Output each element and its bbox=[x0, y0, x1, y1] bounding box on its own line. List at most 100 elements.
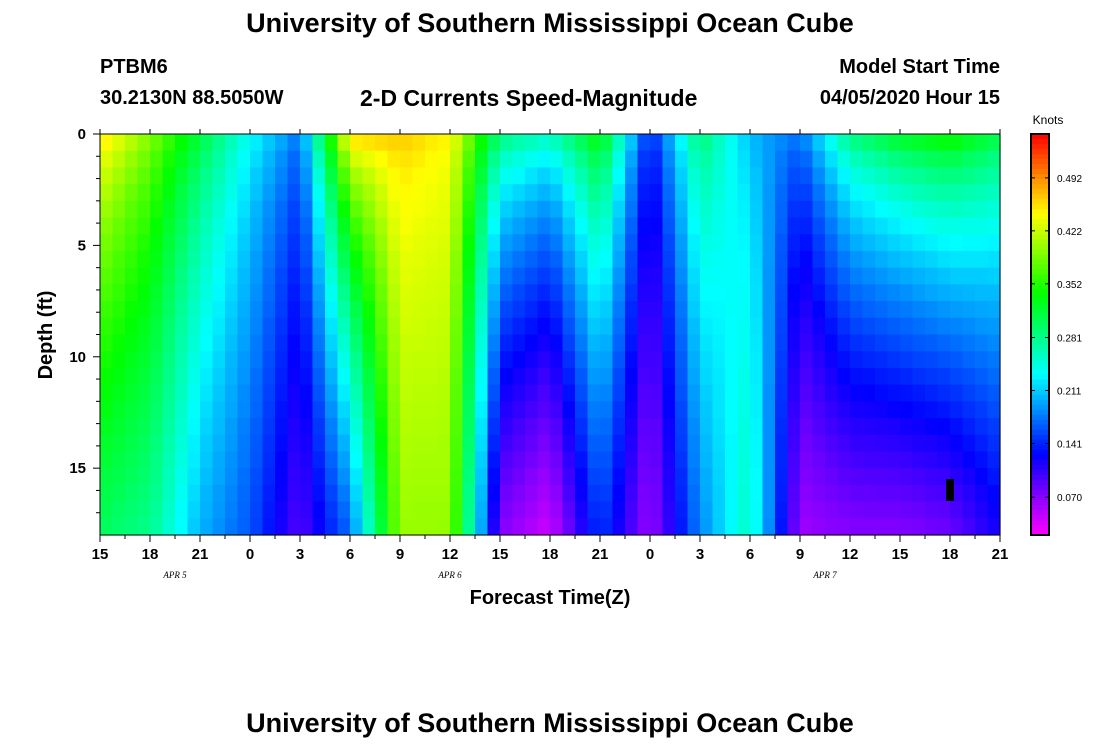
heatmap-cell bbox=[475, 301, 489, 319]
heatmap-cell bbox=[187, 351, 201, 369]
heatmap-cell bbox=[350, 384, 364, 402]
heatmap-cell bbox=[687, 451, 701, 469]
colorbar-swatch bbox=[1031, 504, 1049, 511]
heatmap-cell bbox=[612, 451, 626, 469]
heatmap-cell bbox=[250, 167, 264, 185]
heatmap-cell bbox=[437, 334, 451, 352]
heatmap-cell bbox=[900, 301, 914, 319]
heatmap-cell bbox=[787, 518, 801, 536]
heatmap-cell bbox=[850, 501, 864, 519]
heatmap-cell bbox=[812, 250, 826, 269]
heatmap-cell bbox=[412, 301, 426, 319]
heatmap-cell bbox=[100, 351, 114, 369]
heatmap-cell bbox=[900, 418, 914, 436]
heatmap-cell bbox=[962, 518, 976, 536]
heatmap-cell bbox=[775, 301, 789, 319]
heatmap-cell bbox=[200, 401, 214, 419]
heatmap-cell bbox=[150, 200, 164, 219]
heatmap-cell bbox=[850, 468, 864, 486]
colorbar-swatch bbox=[1031, 319, 1049, 326]
heatmap-cell bbox=[300, 250, 314, 269]
heatmap-cell bbox=[737, 401, 751, 419]
heatmap-cell bbox=[750, 200, 764, 219]
heatmap-cell bbox=[437, 234, 451, 252]
heatmap-cell bbox=[500, 200, 514, 219]
heatmap-cell bbox=[925, 384, 939, 402]
heatmap-cell bbox=[612, 484, 626, 503]
heatmap-cell bbox=[687, 234, 701, 252]
heatmap-cell bbox=[275, 351, 289, 369]
colorbar-tick-label: 0.422 bbox=[1057, 227, 1082, 238]
y-tick-label: 15 bbox=[69, 460, 86, 477]
heatmap-cell bbox=[550, 134, 564, 152]
heatmap-cell bbox=[162, 401, 176, 419]
heatmap-cell bbox=[237, 184, 251, 202]
heatmap-cell bbox=[662, 451, 676, 469]
heatmap-cell bbox=[525, 367, 539, 386]
colorbar-swatch bbox=[1031, 164, 1049, 170]
heatmap-cell bbox=[875, 334, 889, 352]
heatmap-cell bbox=[500, 150, 514, 169]
heatmap-cell bbox=[837, 317, 851, 336]
heatmap-cell bbox=[275, 334, 289, 352]
heatmap-cell bbox=[262, 200, 276, 219]
colorbar-swatch bbox=[1031, 374, 1049, 381]
heatmap-cell bbox=[637, 200, 651, 219]
heatmap-cell bbox=[487, 334, 501, 352]
heatmap-cell bbox=[662, 351, 676, 369]
heatmap-cell bbox=[112, 217, 126, 235]
heatmap-cell bbox=[925, 468, 939, 486]
heatmap-cell bbox=[762, 267, 776, 285]
heatmap-cell bbox=[987, 468, 1001, 486]
heatmap-cell bbox=[462, 367, 476, 386]
heatmap-cell bbox=[425, 184, 439, 202]
heatmap-cell bbox=[250, 484, 264, 503]
colorbar-swatch bbox=[1031, 204, 1049, 210]
heatmap-cell bbox=[875, 501, 889, 519]
heatmap-cell bbox=[687, 367, 701, 386]
heatmap-cell bbox=[987, 250, 1001, 269]
heatmap-cell bbox=[725, 434, 739, 453]
heatmap-cell bbox=[850, 184, 864, 202]
heatmap-cell bbox=[250, 250, 264, 269]
heatmap-cell bbox=[687, 401, 701, 419]
heatmap-cell bbox=[362, 484, 376, 503]
heatmap-cell bbox=[712, 200, 726, 219]
heatmap-cell bbox=[775, 267, 789, 285]
heatmap-cell bbox=[575, 351, 589, 369]
heatmap-cell bbox=[375, 284, 389, 302]
heatmap-cell bbox=[800, 167, 814, 185]
heatmap-cell bbox=[625, 468, 639, 486]
x-tick-label: 12 bbox=[442, 546, 459, 563]
heatmap-cell bbox=[950, 250, 964, 269]
heatmap-cell bbox=[225, 468, 239, 486]
heatmap-cell bbox=[987, 418, 1001, 436]
heatmap-cell bbox=[887, 301, 901, 319]
heatmap-cell bbox=[600, 434, 614, 453]
heatmap-cell bbox=[175, 301, 189, 319]
heatmap-cell bbox=[125, 167, 139, 185]
heatmap-cell bbox=[812, 518, 826, 536]
heatmap-cell bbox=[912, 501, 926, 519]
heatmap-cell bbox=[500, 250, 514, 269]
heatmap-cell bbox=[850, 167, 864, 185]
heatmap-cell bbox=[225, 484, 239, 503]
heatmap-cell bbox=[725, 184, 739, 202]
heatmap-cell bbox=[400, 134, 414, 152]
heatmap-cell bbox=[600, 518, 614, 536]
heatmap-cell bbox=[562, 468, 576, 486]
heatmap-cell bbox=[425, 518, 439, 536]
heatmap-cell bbox=[825, 134, 839, 152]
heatmap-cell bbox=[400, 184, 414, 202]
heatmap-cell bbox=[600, 484, 614, 503]
heatmap-cell bbox=[212, 501, 226, 519]
heatmap-cell bbox=[437, 284, 451, 302]
heatmap-cell bbox=[187, 150, 201, 169]
heatmap-cell bbox=[512, 468, 526, 486]
heatmap-cell bbox=[262, 518, 276, 536]
heatmap-cell bbox=[825, 150, 839, 169]
heatmap-cell bbox=[212, 401, 226, 419]
colorbar-swatch bbox=[1031, 234, 1049, 240]
heatmap-cell bbox=[662, 134, 676, 152]
heatmap-cell bbox=[262, 250, 276, 269]
